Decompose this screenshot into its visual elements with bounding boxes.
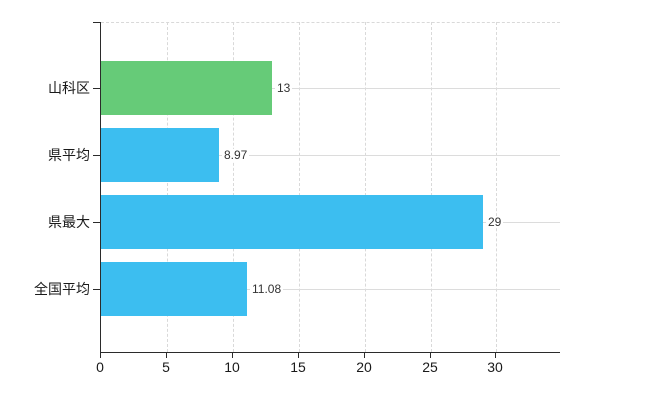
value-label: 13 bbox=[275, 81, 293, 95]
category-label: 県最大 bbox=[48, 214, 90, 230]
gridline-top bbox=[101, 22, 560, 23]
x-tick-label: 5 bbox=[162, 359, 170, 375]
y-axis-tick bbox=[93, 88, 100, 89]
x-tick-label: 10 bbox=[224, 359, 240, 375]
bar-1 bbox=[101, 128, 219, 182]
x-axis-tick bbox=[430, 353, 431, 358]
bar-0 bbox=[101, 61, 272, 115]
x-tick-label: 15 bbox=[290, 359, 306, 375]
x-axis-tick bbox=[166, 353, 167, 358]
category-label: 山科区 bbox=[48, 80, 90, 96]
x-tick-label: 20 bbox=[356, 359, 372, 375]
category-label: 県平均 bbox=[48, 147, 90, 163]
plot-area: 13 8.97 29 11.08 bbox=[100, 22, 560, 353]
x-tick-label: 0 bbox=[96, 359, 104, 375]
gridline-vertical bbox=[167, 22, 168, 352]
x-tick-label: 25 bbox=[422, 359, 438, 375]
value-label: 11.08 bbox=[250, 282, 284, 296]
gridline-horizontal bbox=[101, 88, 560, 89]
gridline-horizontal bbox=[101, 289, 560, 290]
value-label: 8.97 bbox=[222, 148, 250, 162]
x-tick-label: 30 bbox=[487, 359, 503, 375]
y-axis-end-tick bbox=[93, 22, 100, 23]
bar-2 bbox=[101, 195, 483, 249]
x-axis-tick bbox=[100, 353, 101, 358]
x-axis-tick bbox=[364, 353, 365, 358]
gridline-vertical bbox=[365, 22, 366, 352]
gridline-horizontal bbox=[101, 155, 560, 156]
category-label: 全国平均 bbox=[34, 281, 90, 297]
value-label: 29 bbox=[486, 215, 504, 229]
gridline-vertical bbox=[233, 22, 234, 352]
x-axis-tick bbox=[298, 353, 299, 358]
gridline-vertical bbox=[496, 22, 497, 352]
y-axis-tick bbox=[93, 222, 100, 223]
x-axis-tick bbox=[232, 353, 233, 358]
x-axis-tick bbox=[495, 353, 496, 358]
gridline-vertical bbox=[431, 22, 432, 352]
y-axis-tick bbox=[93, 155, 100, 156]
bar-3 bbox=[101, 262, 247, 316]
y-axis-tick bbox=[93, 289, 100, 290]
gridline-vertical bbox=[299, 22, 300, 352]
